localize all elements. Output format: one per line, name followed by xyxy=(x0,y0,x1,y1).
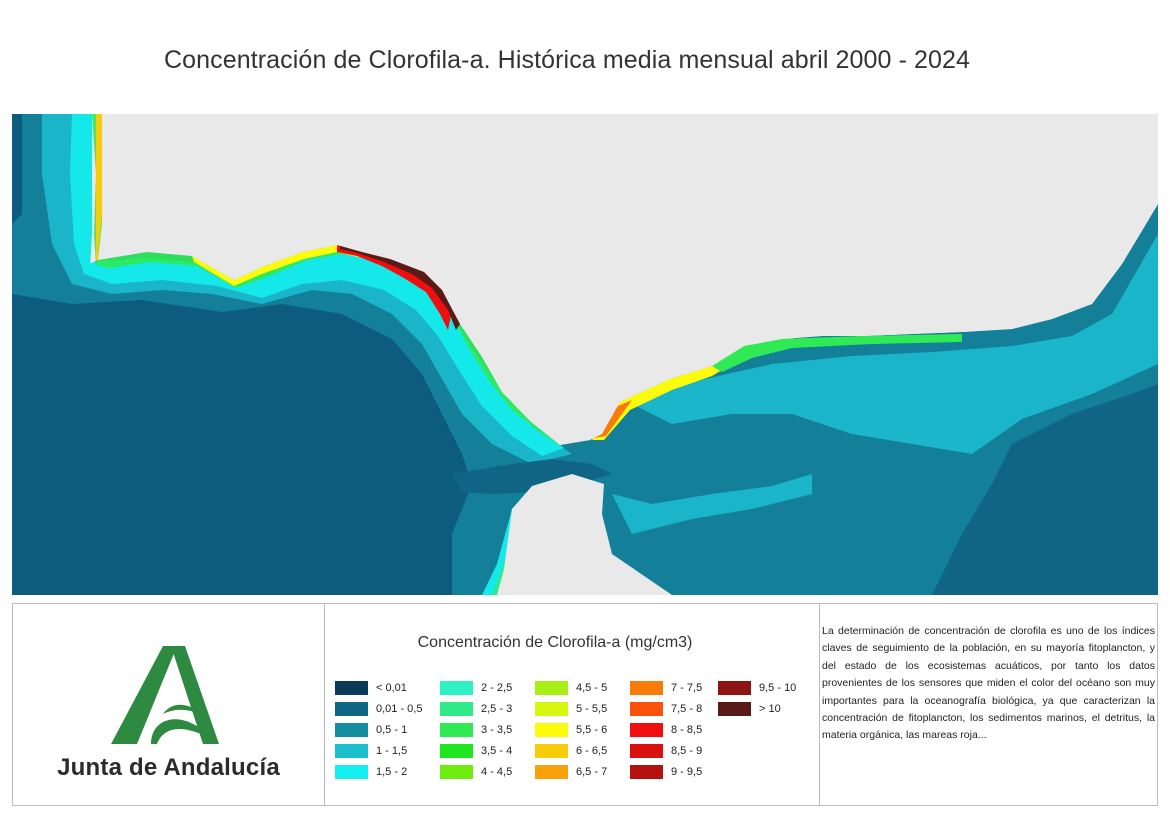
legend-item: 8,5 - 9 xyxy=(630,742,702,760)
legend-swatch xyxy=(335,702,368,716)
legend-swatch xyxy=(630,702,663,716)
legend-label: 1 - 1,5 xyxy=(376,745,408,757)
chlorophyll-map xyxy=(12,114,1158,595)
legend-swatch xyxy=(335,723,368,737)
legend-item: 1,5 - 2 xyxy=(335,763,407,781)
legend-swatch xyxy=(718,681,751,695)
legend-item: 0,01 - 0,5 xyxy=(335,700,422,718)
legend-swatch xyxy=(535,723,568,737)
legend-item: 7 - 7,5 xyxy=(630,679,702,697)
legend-swatch xyxy=(630,681,663,695)
legend-swatch xyxy=(335,681,368,695)
legend-label: 5 - 5,5 xyxy=(576,703,608,715)
legend-label: 2,5 - 3 xyxy=(481,703,513,715)
legend-swatch xyxy=(440,765,473,779)
legend-item: 2,5 - 3 xyxy=(440,700,512,718)
legend-label: 6 - 6,5 xyxy=(576,745,608,757)
legend-swatch xyxy=(535,765,568,779)
legend-swatch xyxy=(440,723,473,737)
legend-item: 5 - 5,5 xyxy=(535,700,607,718)
spain-landmass xyxy=(98,114,1158,445)
info-panel: Junta de Andalucía Concentración de Clor… xyxy=(12,603,1158,806)
legend-label: 7,5 - 8 xyxy=(671,703,703,715)
legend-panel: Concentración de Clorofila-a (mg/cm3) < … xyxy=(325,604,820,805)
legend-title: Concentración de Clorofila-a (mg/cm3) xyxy=(417,634,693,651)
legend-label: < 0,01 xyxy=(376,682,407,694)
legend-swatch xyxy=(440,744,473,758)
legend-item: 0,5 - 1 xyxy=(335,721,407,739)
legend-label: 1,5 - 2 xyxy=(376,766,408,778)
legend-swatch xyxy=(440,702,473,716)
legend-swatch xyxy=(335,744,368,758)
legend-item: 4,5 - 5 xyxy=(535,679,607,697)
legend-item: 7,5 - 8 xyxy=(630,700,702,718)
legend-label: 9,5 - 10 xyxy=(759,682,797,694)
legend-item: 1 - 1,5 xyxy=(335,742,407,760)
legend-item: 5,5 - 6 xyxy=(535,721,607,739)
map-title: Concentración de Clorofila-a. Histórica … xyxy=(163,46,971,74)
legend-label: 4,5 - 5 xyxy=(576,682,608,694)
legend-item: 9,5 - 10 xyxy=(718,679,796,697)
legend-item: 8 - 8,5 xyxy=(630,721,702,739)
legend-swatch xyxy=(630,744,663,758)
legend-label: 5,5 - 6 xyxy=(576,724,608,736)
legend-swatch xyxy=(535,744,568,758)
legend-label: 6,5 - 7 xyxy=(576,766,608,778)
legend-label: > 10 xyxy=(759,703,781,715)
legend-item: 4 - 4,5 xyxy=(440,763,512,781)
legend-swatch xyxy=(718,702,751,716)
legend-item: 3,5 - 4 xyxy=(440,742,512,760)
legend-swatch xyxy=(335,765,368,779)
legend-item: > 10 xyxy=(718,700,781,718)
legend-swatch xyxy=(630,765,663,779)
legend-item: 6,5 - 7 xyxy=(535,763,607,781)
legend-item: 6 - 6,5 xyxy=(535,742,607,760)
legend-item: < 0,01 xyxy=(335,679,407,697)
legend-label: 4 - 4,5 xyxy=(481,766,513,778)
legend-swatch xyxy=(535,702,568,716)
legend-item: 2 - 2,5 xyxy=(440,679,512,697)
legend-label: 7 - 7,5 xyxy=(671,682,703,694)
legend-label: 8,5 - 9 xyxy=(671,745,703,757)
legend-item: 3 - 3,5 xyxy=(440,721,512,739)
legend-label: 3,5 - 4 xyxy=(481,745,513,757)
logo-text: Junta de Andalucía xyxy=(57,754,280,781)
legend-label: 0,5 - 1 xyxy=(376,724,408,736)
legend-label: 2 - 2,5 xyxy=(481,682,513,694)
map-canvas xyxy=(12,114,1158,595)
junta-andalucia-emblem-icon xyxy=(111,646,219,744)
legend-label: 8 - 8,5 xyxy=(671,724,703,736)
legend-swatch xyxy=(630,723,663,737)
description-text: La determinación de concentración de clo… xyxy=(822,625,1155,742)
morocco-landmass xyxy=(497,474,672,595)
logo-panel: Junta de Andalucía xyxy=(13,604,325,805)
legend-label: 9 - 9,5 xyxy=(671,766,703,778)
legend-swatch xyxy=(440,681,473,695)
legend-swatch xyxy=(535,681,568,695)
legend-item: 9 - 9,5 xyxy=(630,763,702,781)
legend-label: 0,01 - 0,5 xyxy=(376,703,423,715)
legend-label: 3 - 3,5 xyxy=(481,724,513,736)
description-panel: La determinación de concentración de clo… xyxy=(820,604,1157,805)
